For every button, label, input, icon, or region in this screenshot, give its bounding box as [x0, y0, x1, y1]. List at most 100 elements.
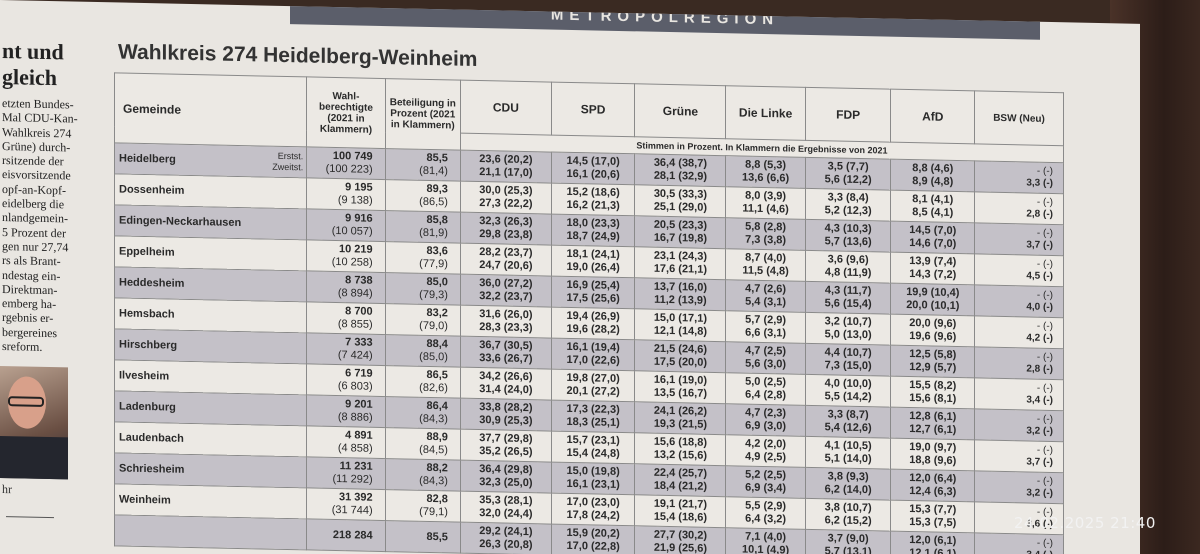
cdu-result: 35,3 (28,1) 32,0 (24,4) [460, 491, 552, 525]
fdp-result: 4,1 (10,5) 5,1 (14,0) [805, 436, 891, 470]
fdp-result: 3,2 (10,7) 5,0 (13,0) [805, 312, 891, 346]
bsw-result: - (-) 4,2 (-) [974, 315, 1064, 349]
gemeinde-name: Heddesheim [114, 266, 307, 302]
gruene-result: 24,1 (26,2) 19,3 (21,5) [634, 401, 726, 435]
bsw-result: - (-) 3,2 (-) [974, 470, 1064, 504]
gemeinde-name: Hirschberg [114, 328, 307, 364]
photo-credit: hr [2, 482, 12, 497]
newspaper-page: METROPOLREGION nt und gleich etzten Bund… [0, 0, 1140, 554]
results-table: Gemeinde Wahl-berechtigte (2021 in Klamm… [114, 72, 1064, 554]
spd-result: 15,2 (18,6) 16,2 (21,3) [551, 183, 635, 216]
wahlberechtigte-cell: 8 700 (8 855) [306, 301, 386, 335]
spd-result: 16,9 (25,4) 17,5 (25,6) [551, 276, 635, 309]
spd-result: 19,8 (27,0) 20,1 (27,2) [551, 369, 635, 402]
linke-result: 5,5 (2,9) 6,4 (3,2) [725, 496, 806, 530]
beteiligung-cell: 86,5 (82,6) [385, 365, 461, 399]
cdu-result: 36,0 (27,2) 32,2 (23,7) [460, 274, 552, 308]
beteiligung-cell: 88,2 (84,3) [385, 458, 461, 492]
spd-result: 17,3 (22,3) 18,3 (25,1) [551, 400, 635, 433]
spd-result: 18,1 (24,1) 19,0 (26,4) [551, 245, 635, 278]
col-wahlberechtigte: Wahl-berechtigte (2021 in Klammern) [306, 76, 386, 149]
spd-result: 14,5 (17,0) 16,1 (20,6) [551, 152, 635, 185]
gemeinde-name: Hemsbach [114, 297, 307, 333]
bsw-result: - (-)3,4 (-) [974, 532, 1064, 554]
photo-timestamp: 24.02.2025 21:40 [1014, 514, 1156, 532]
linke-result: 5,8 (2,8) 7,3 (3,8) [725, 217, 806, 251]
cdu-result: 36,4 (29,8) 32,3 (25,0) [460, 460, 552, 494]
cdu-result: 37,7 (29,8) 35,2 (26,5) [460, 429, 552, 463]
bsw-result: - (-) 2,8 (-) [974, 191, 1064, 225]
table-title: Wahlkreis 274 Heidelberg-Weinheim [118, 40, 478, 72]
wahlberechtigte-cell: 8 738 (8 894) [306, 270, 386, 304]
wahlberechtigte-cell: 4 891 (4 858) [306, 425, 386, 459]
linke-result: 4,7 (2,5) 5,6 (3,0) [725, 341, 806, 375]
glasses [8, 396, 44, 407]
cdu-result: 34,2 (26,6) 31,4 (24,0) [460, 367, 552, 401]
afd-result: 19,9 (10,4) 20,0 (10,1) [890, 283, 975, 316]
wahlberechtigte-cell: 9 201 (8 886) [306, 394, 386, 428]
gemeinde-name: Ladenburg [114, 390, 307, 426]
section-header: METROPOLREGION [290, 6, 1040, 40]
spd-result: 16,1 (19,4) 17,0 (22,6) [551, 338, 635, 371]
afd-result: 15,3 (7,7) 15,3 (7,5) [890, 500, 975, 533]
gemeinde-name: Heidelberg Erstst. Zweitst. [114, 142, 307, 178]
beteiligung-cell: 88,4 (85,0) [385, 334, 461, 368]
cdu-result: 29,2 (24,1) 26,3 (20,8) [460, 522, 552, 554]
linke-result: 8,0 (3,9) 11,1 (4,6) [725, 186, 806, 220]
linke-result: 7,1 (4,0) 10,1 (4,9) [725, 527, 806, 554]
afd-result: 20,0 (9,6) 19,6 (9,6) [890, 314, 975, 347]
beteiligung-cell: 82,8 (79,1) [385, 489, 461, 523]
beteiligung-cell: 89,3 (86,5) [385, 179, 461, 213]
cdu-result: 31,6 (26,0) 28,3 (23,3) [460, 305, 552, 339]
wahlberechtigte-cell: 9 195 (9 138) [306, 177, 386, 211]
beteiligung-cell: 83,2 (79,0) [385, 303, 461, 337]
cdu-result: 23,6 (20,2) 21,1 (17,0) [460, 150, 552, 184]
afd-result: 12,8 (6,1) 12,7 (6,1) [890, 407, 975, 440]
article-line: sreform. [2, 339, 43, 354]
fdp-result: 3,7 (9,0) 5,7 (13,1) [805, 529, 891, 554]
fdp-result: 4,3 (11,7) 5,6 (15,4) [805, 281, 891, 315]
bsw-result: - (-) 3,7 (-) [974, 439, 1064, 473]
gruene-result: 30,5 (33,3) 25,1 (29,0) [634, 184, 726, 218]
col-linke: Die Linke [725, 85, 806, 141]
afd-result: 14,5 (7,0) 14,6 (7,0) [890, 221, 975, 254]
fdp-result: 4,0 (10,0) 5,5 (14,2) [805, 374, 891, 408]
afd-result: 12,5 (5,8) 12,9 (5,7) [890, 345, 975, 378]
beteiligung-cell: 85,0 (79,3) [385, 272, 461, 306]
col-gemeinde: Gemeinde [114, 72, 307, 147]
col-afd: AfD [890, 89, 975, 144]
spd-result: 15,7 (23,1) 15,4 (24,8) [551, 431, 635, 464]
col-spd: SPD [551, 82, 635, 137]
afd-result: 8,1 (4,1) 8,5 (4,1) [890, 190, 975, 223]
linke-result: 4,7 (2,6) 5,4 (3,1) [725, 279, 806, 313]
bsw-result: - (-) 3,7 (-) [974, 222, 1064, 256]
gruene-result: 22,4 (25,7) 18,4 (21,2) [634, 463, 726, 497]
gruene-result: 15,0 (17,1) 12,1 (14,8) [634, 308, 726, 342]
fdp-result: 4,3 (10,3) 5,7 (13,6) [805, 219, 891, 253]
bsw-result: - (-) 4,5 (-) [974, 253, 1064, 287]
gruene-result: 13,7 (16,0) 11,2 (13,9) [634, 277, 726, 311]
wahlberechtigte-cell: 11 231 (11 292) [306, 456, 386, 490]
cdu-result: 33,8 (28,2) 30,9 (25,3) [460, 398, 552, 432]
spd-result: 19,4 (26,9) 19,6 (28,2) [551, 307, 635, 340]
fdp-result: 3,6 (9,6) 4,8 (11,9) [805, 250, 891, 284]
spd-result: 17,0 (23,0) 17,8 (24,2) [551, 493, 635, 526]
gemeinde-name: Dossenheim [114, 173, 307, 209]
linke-result: 8,8 (5,3) 13,6 (6,6) [725, 155, 806, 189]
spd-result: 15,0 (19,8) 16,1 (23,1) [551, 462, 635, 495]
gruene-result: 36,4 (38,7) 28,1 (32,9) [634, 153, 726, 187]
side-headline: nt und gleich [2, 38, 64, 91]
gruene-result: 21,5 (24,6) 17,5 (20,0) [634, 339, 726, 373]
gemeinde-name: Weinheim [114, 483, 307, 519]
col-bsw: BSW (Neu) [974, 90, 1064, 146]
bsw-result: - (-) 3,2 (-) [974, 408, 1064, 442]
cdu-result: 32,3 (26,3) 29,8 (23,8) [460, 212, 552, 246]
beteiligung-cell: 85,8 (81,9) [385, 210, 461, 244]
afd-result: 15,5 (8,2) 15,6 (8,1) [890, 376, 975, 409]
article-line: nlandgemein- [2, 210, 68, 226]
fdp-result: 4,4 (10,7) 7,3 (15,0) [805, 343, 891, 377]
col-beteiligung: Beteiligung in Prozent (2021 in Klammern… [385, 78, 461, 151]
wahlberechtigte-cell: 10 219 (10 258) [306, 239, 386, 273]
gruene-result: 15,6 (18,8) 13,2 (15,6) [634, 432, 726, 466]
fdp-result: 3,8 (9,3) 6,2 (14,0) [805, 467, 891, 501]
